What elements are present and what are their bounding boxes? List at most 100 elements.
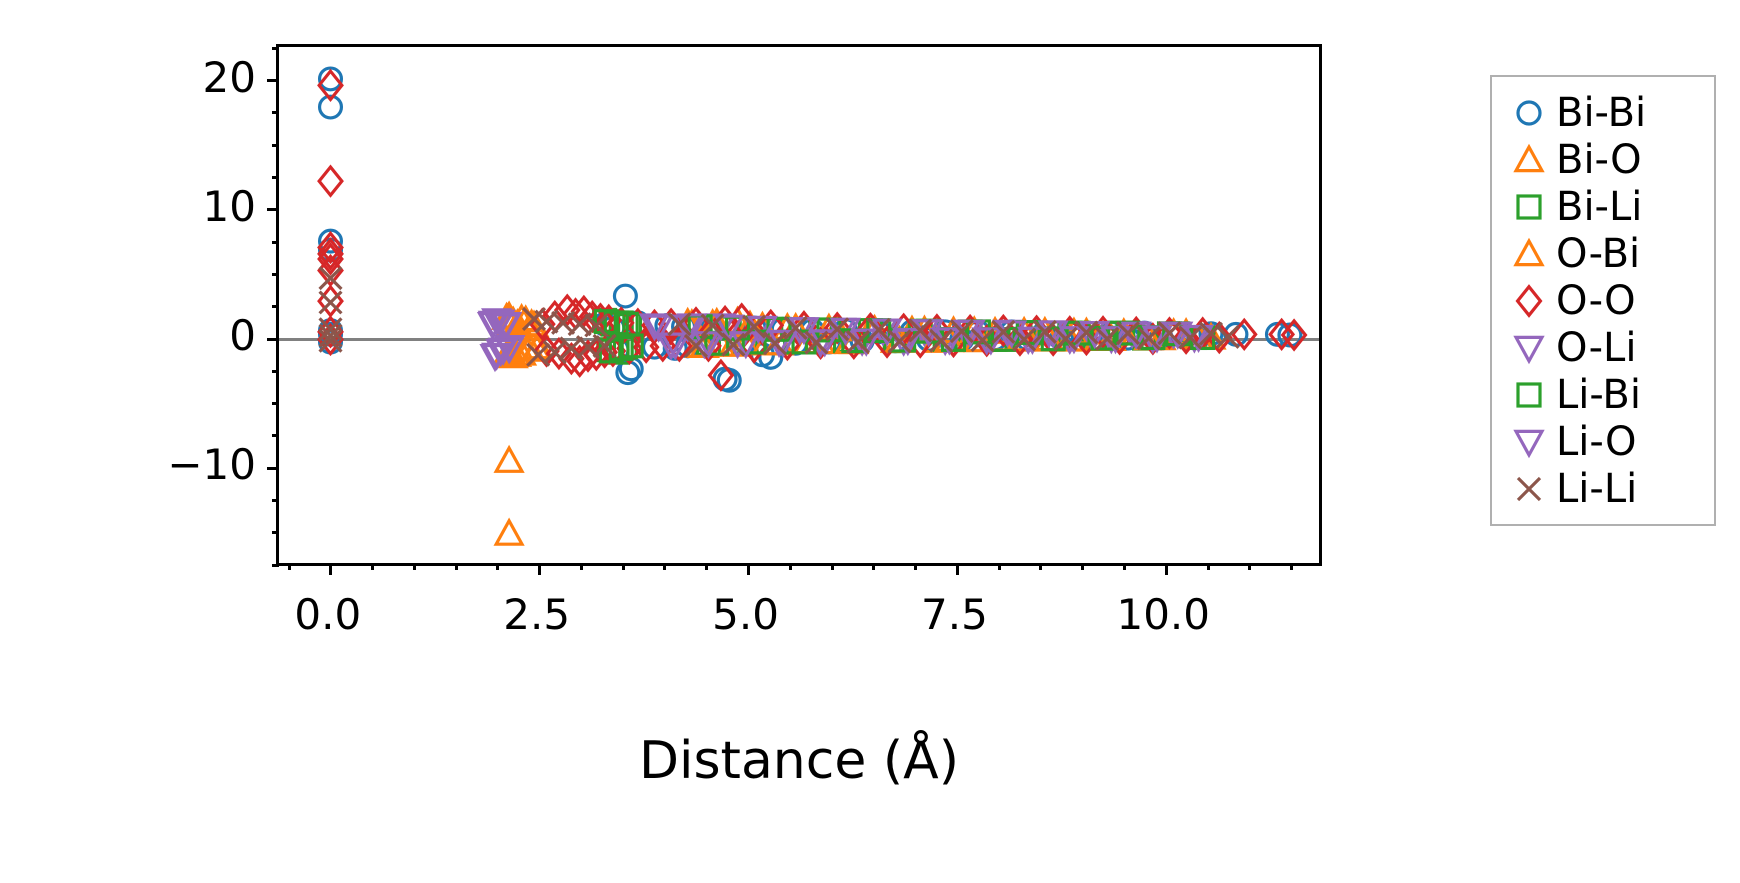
legend-entry-bi-bi[interactable]: Bi-Bi <box>1502 89 1704 136</box>
y-tick-minor <box>272 434 279 438</box>
y-tick-minor <box>272 499 279 503</box>
data-point <box>493 517 525 546</box>
data-point <box>762 331 787 356</box>
legend-entry-o-bi[interactable]: O-Bi <box>1502 230 1704 277</box>
data-point <box>692 331 725 360</box>
legend-label: O-Bi <box>1556 230 1641 277</box>
legend-label: Li-Bi <box>1556 371 1641 418</box>
data-point <box>317 242 344 276</box>
legend-entry-li-o[interactable]: Li-O <box>1502 418 1704 465</box>
data-point <box>317 94 344 120</box>
legend-label: Bi-O <box>1556 136 1642 183</box>
legend-label: Li-Li <box>1556 465 1638 512</box>
legend-label: O-O <box>1556 277 1636 324</box>
data-point <box>317 66 344 92</box>
square-icon <box>1502 187 1556 227</box>
y-tick-major <box>267 466 279 470</box>
y-tick-minor <box>272 563 279 567</box>
legend: Bi-Bi Bi-O Bi-Li O-Bi O-O O-Li Li-Bi Li-O Li-Li <box>1490 75 1716 526</box>
diamond-icon <box>1502 281 1556 321</box>
data-point <box>317 230 344 265</box>
y-tick-label: −10 <box>167 440 256 490</box>
x-tick-minor <box>705 563 709 570</box>
data-point <box>318 323 343 348</box>
data-point <box>570 294 598 329</box>
y-tick-label: 0 <box>229 311 256 360</box>
plot-area <box>279 47 1319 563</box>
legend-entry-bi-li[interactable]: Bi-Li <box>1502 183 1704 230</box>
y-tick-minor <box>272 402 279 406</box>
data-point <box>713 314 745 343</box>
scatter-marker-layer <box>317 66 1308 546</box>
legend-label: Bi-Li <box>1556 183 1643 230</box>
data-point <box>887 329 912 354</box>
x-tick-minor <box>830 563 834 570</box>
data-point <box>484 309 516 338</box>
y-tick-major <box>267 79 279 83</box>
y-tick-minor <box>272 531 279 535</box>
data-point <box>741 329 767 355</box>
data-point <box>804 330 829 355</box>
x-tick-minor <box>914 563 918 570</box>
data-point <box>493 444 525 473</box>
plot-axes <box>267 44 1322 575</box>
triangle-up-icon <box>1502 234 1556 274</box>
x-tick-minor <box>412 563 416 570</box>
x-tick-label: 7.5 <box>920 590 988 639</box>
data-point <box>1280 318 1308 352</box>
y-tick-label: 20 <box>202 52 256 102</box>
legend-label: Li-O <box>1556 418 1637 465</box>
data-point <box>1074 320 1099 345</box>
data-point <box>1215 324 1240 349</box>
legend-entry-li-bi[interactable]: Li-Bi <box>1502 371 1704 418</box>
y-tick-major <box>267 337 279 341</box>
data-point <box>683 333 709 358</box>
y-tick-major <box>267 208 279 212</box>
data-point <box>676 313 708 342</box>
x-tick-minor <box>788 563 792 570</box>
x-tick-label: 10.0 <box>1116 590 1211 639</box>
data-point <box>618 333 644 359</box>
legend-label: Bi-Bi <box>1556 89 1647 136</box>
data-point <box>1095 326 1120 351</box>
data-point <box>1268 317 1296 352</box>
data-point <box>970 328 995 353</box>
legend-entry-bi-o[interactable]: Bi-O <box>1502 136 1704 183</box>
y-tick-minor <box>272 143 279 147</box>
x-tick-label: 2.5 <box>503 590 571 639</box>
legend-entry-o-o[interactable]: O-O <box>1502 277 1704 324</box>
x-tick-minor <box>1122 563 1126 570</box>
triangle-down-icon <box>1502 328 1556 368</box>
legend-entry-li-li[interactable]: Li-Li <box>1502 465 1704 512</box>
x-axis-title: Distance (Å) <box>638 731 960 791</box>
x-tick-minor <box>1081 563 1085 570</box>
legend-entry-o-li[interactable]: O-Li <box>1502 324 1704 371</box>
y-tick-label: 10 <box>202 181 256 231</box>
data-point <box>494 335 526 364</box>
x-tick-major <box>329 563 333 575</box>
data-point <box>991 319 1016 344</box>
x-icon <box>1502 469 1556 509</box>
data-point <box>908 318 933 343</box>
data-point <box>317 228 344 254</box>
legend-label: O-Li <box>1556 324 1637 371</box>
x-tick-minor <box>1248 563 1252 570</box>
x-tick-minor <box>1039 563 1043 570</box>
data-point <box>825 317 850 342</box>
data-point <box>592 333 617 358</box>
data-point <box>481 342 513 371</box>
data-point <box>317 237 344 271</box>
x-tick-label: 0.0 <box>294 590 362 639</box>
x-tick-minor <box>1206 563 1210 570</box>
data-point <box>487 337 519 366</box>
data-point <box>783 315 808 340</box>
x-tick-major <box>538 563 542 575</box>
data-point <box>700 313 725 338</box>
x-tick-major <box>955 563 959 575</box>
data-point <box>1012 327 1037 352</box>
y-tick-minor <box>272 272 279 276</box>
x-tick-minor <box>663 563 667 570</box>
x-tick-minor <box>1290 563 1294 570</box>
data-point <box>949 319 974 344</box>
